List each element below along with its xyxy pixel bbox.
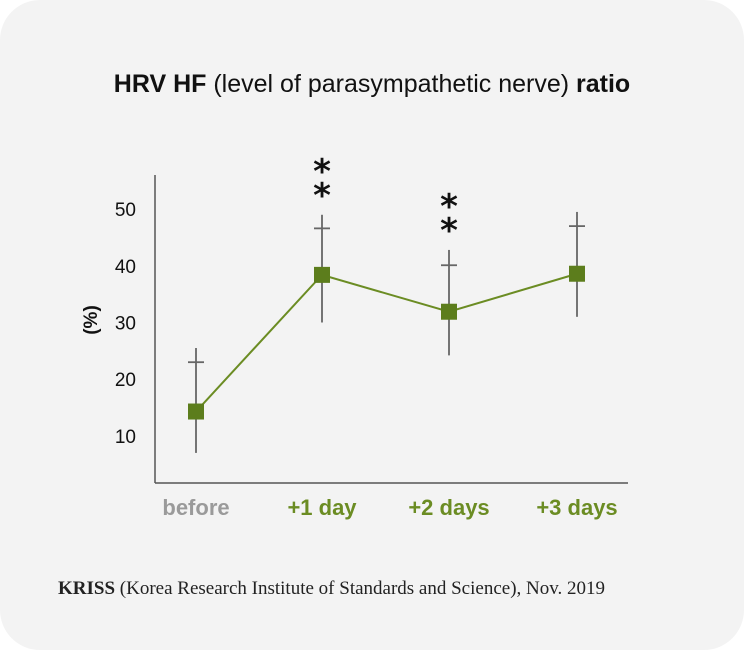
series-line <box>195 272 578 413</box>
title-normal: (level of parasympathetic nerve) <box>206 70 577 98</box>
data-point-marker <box>441 303 457 320</box>
x-tick-label: +1 day <box>287 495 357 520</box>
x-tick-label: +2 days <box>408 495 489 520</box>
x-tick-label: before <box>162 495 229 520</box>
title-bold: HRV HF <box>113 70 207 98</box>
y-tick-label: 30 <box>115 314 136 335</box>
significance-asterisk: * <box>440 187 458 227</box>
y-tick-label: 50 <box>115 200 136 221</box>
significance-asterisk: * <box>440 211 458 251</box>
x-tick-label: +3 days <box>536 495 617 520</box>
source-org: KRISS <box>58 578 116 599</box>
title-bold-end: ratio <box>576 70 631 98</box>
source-text: (Korea Research Institute of Standards a… <box>115 578 606 599</box>
data-point-marker <box>569 265 585 282</box>
chart-title: HRV HF (level of parasympathetic nerve) … <box>0 70 744 99</box>
significance-asterisk: * <box>313 176 331 216</box>
y-tick-label: 40 <box>115 257 136 278</box>
y-tick-label: 20 <box>115 370 136 391</box>
source-credit: KRISS (Korea Research Institute of Stand… <box>58 578 605 600</box>
y-tick-label: 10 <box>115 427 136 448</box>
y-axis-label: (%) <box>81 305 102 335</box>
data-point-marker <box>188 403 204 420</box>
significance-asterisk: * <box>313 152 331 192</box>
data-point-marker <box>314 266 330 283</box>
